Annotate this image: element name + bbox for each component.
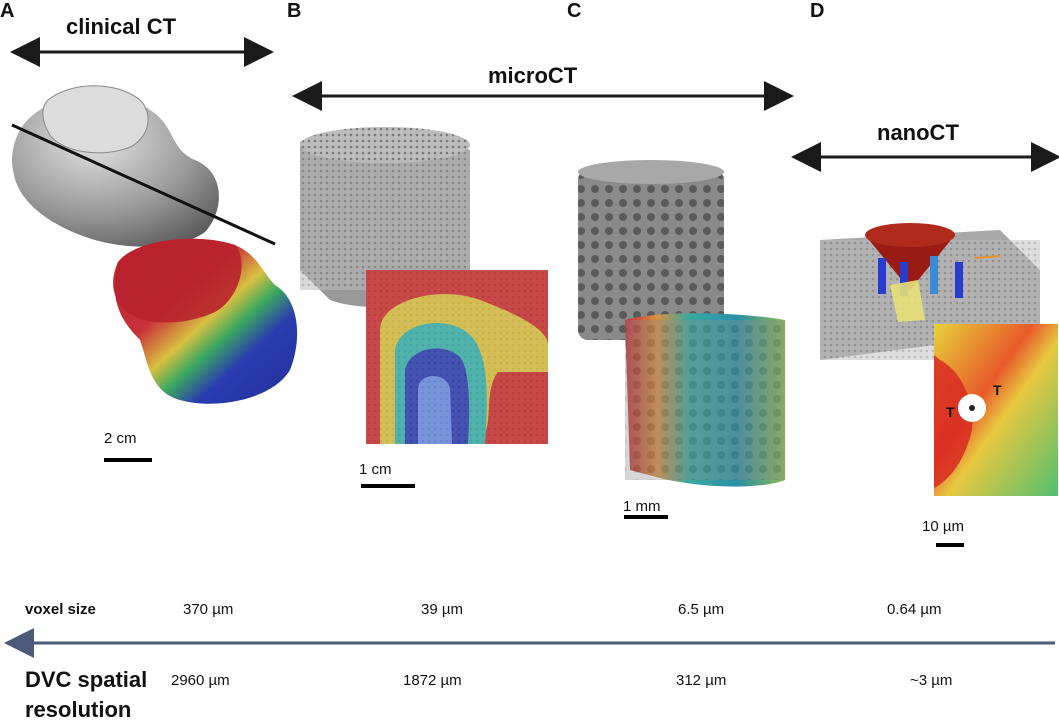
panel-a-strain-map [113, 238, 298, 404]
panel-c-bone-render [578, 160, 724, 340]
dvc-value-nano: ~3 µm [910, 672, 953, 689]
dvc-value-clinical: 2960 µm [171, 672, 230, 689]
dvc-label-line1: DVC spatial [25, 667, 148, 692]
modality-clinical-ct: clinical CT [66, 14, 177, 39]
panel-b-bone-render [300, 127, 470, 308]
dvc-value-micro-c: 312 µm [676, 672, 727, 689]
voxel-value-micro-b: 39 µm [421, 601, 463, 618]
scalebar-label-a: 2 cm [104, 430, 137, 447]
strain-marker-t1: T [993, 382, 1002, 398]
panel-letter-d: D [810, 0, 825, 22]
panel-letter-c: C [567, 0, 582, 22]
panel-d-strain-map [934, 324, 1058, 496]
voxel-value-clinical: 370 µm [183, 601, 234, 618]
voxel-size-label: voxel size [25, 601, 96, 618]
dvc-label: DVC spatial resolution [25, 665, 147, 725]
scalebar-label-b: 1 cm [359, 461, 392, 478]
scalebar-label-d: 10 µm [922, 518, 964, 535]
dvc-label-line2: resolution [25, 697, 132, 722]
modality-microct: microCT [488, 63, 578, 88]
voxel-value-nano: 0.64 µm [887, 601, 942, 618]
panel-letter-b: B [287, 0, 302, 22]
dvc-value-micro-b: 1872 µm [403, 672, 462, 689]
modality-nanoct: nanoCT [877, 120, 959, 145]
panel-letter-a: A [0, 0, 15, 22]
strain-marker-t2: T [946, 404, 955, 420]
panel-c-strain-map [625, 313, 785, 487]
voxel-value-micro-c: 6.5 µm [678, 601, 725, 618]
panel-b-strain-map [366, 270, 548, 444]
panel-a-bone-render [11, 85, 276, 247]
scalebar-label-c: 1 mm [623, 498, 661, 515]
